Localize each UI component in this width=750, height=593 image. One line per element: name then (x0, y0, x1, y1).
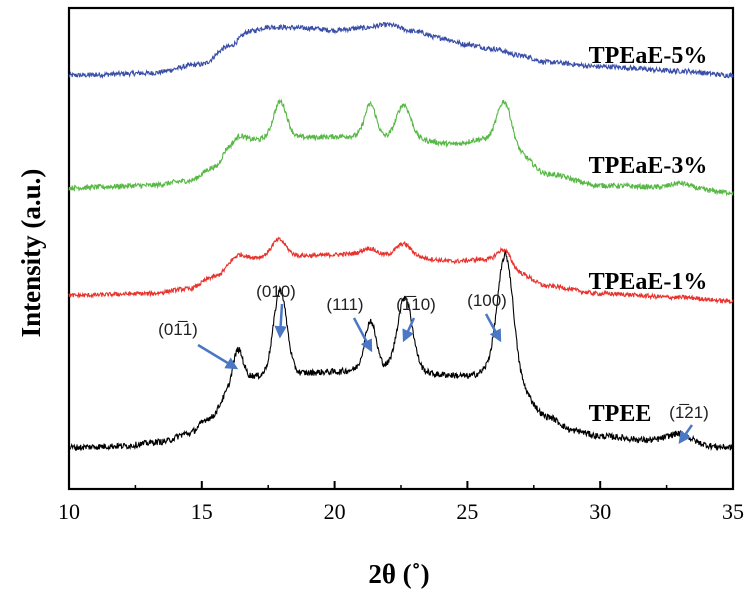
series-label: TPEaE-3% (589, 153, 708, 179)
peak-arrow (274, 303, 287, 339)
peak-arrow (352, 317, 373, 353)
peak-arrow (484, 313, 502, 343)
peak-label: (111) (326, 295, 363, 314)
x-tick-label: 25 (456, 499, 478, 524)
x-axis-ticks: 10 15 20 25 30 35 (58, 481, 744, 524)
peak-arrows (197, 303, 694, 445)
x-tick-label: 30 (589, 499, 611, 524)
peak-labels: (01̅1) (010) (111) (1̅10) (100) (1̅21) (158, 282, 709, 422)
y-axis-title: Intensity (a.u.) (16, 169, 46, 338)
series-line-tpee (68, 250, 734, 452)
series-labels: TPEaE-5% TPEaE-3% TPEaE-1% TPEE (589, 43, 708, 427)
peak-arrow (197, 343, 239, 370)
x-tick-label: 15 (191, 499, 213, 524)
series-label: TPEaE-1% (589, 269, 708, 295)
series-traces (68, 21, 734, 452)
peak-arrow (678, 424, 694, 445)
peak-arrow (402, 317, 416, 343)
peak-label: (010) (256, 282, 296, 301)
peak-label: (1̅21) (669, 403, 709, 422)
series-label: TPEE (589, 401, 652, 427)
series-line-tpeae-5- (68, 21, 734, 80)
peak-label: (100) (467, 291, 507, 310)
series-label: TPEaE-5% (589, 43, 708, 69)
series-line-tpeae-1- (68, 236, 734, 305)
x-tick-label: 35 (722, 499, 744, 524)
peak-label: (01̅1) (158, 320, 198, 339)
x-axis-title: 2θ (˚) (368, 559, 429, 589)
peak-label: (1̅10) (396, 295, 436, 314)
series-line-tpeae-3- (68, 98, 734, 197)
x-tick-label: 10 (58, 499, 80, 524)
x-tick-label: 20 (324, 499, 346, 524)
